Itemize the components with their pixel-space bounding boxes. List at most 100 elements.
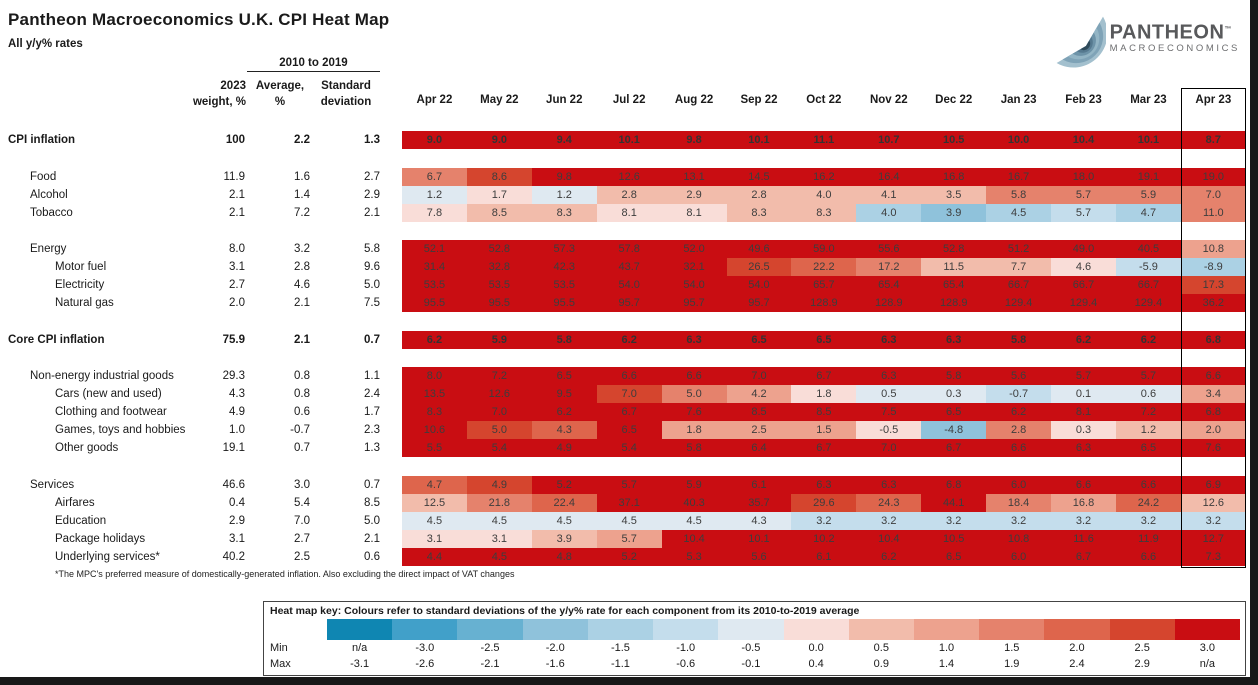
heat-cell: 6.7	[921, 439, 987, 457]
row-average: 0.6	[294, 406, 310, 418]
row-weight: 11.9	[223, 170, 245, 183]
table-row: Energy 8.0 3.2 5.8 52.1 52.8 57.3 57.8 52.0 49.6 5…	[8, 240, 1248, 258]
key-min-value: -2.0	[545, 642, 565, 654]
row-stdev: 7.5	[364, 297, 380, 309]
key-max-value: -0.1	[741, 658, 761, 670]
heat-cell: 6.5	[1115, 439, 1181, 457]
heat-cell: 2.8	[986, 421, 1052, 439]
heat-cell: 12.6	[1180, 493, 1246, 512]
heat-cell: 9.0	[466, 131, 532, 149]
row-stdev: 2.1	[364, 532, 380, 545]
heat-cell: 10.8	[986, 529, 1052, 548]
heat-cell: 5.5	[402, 439, 467, 457]
heat-cell: 0.6	[1115, 385, 1181, 403]
heat-cell: 16.2	[791, 167, 857, 186]
row-weight: 4.9	[229, 406, 245, 418]
heat-cell: 11.5	[921, 258, 987, 276]
heat-cell: 40.5	[1115, 240, 1181, 258]
month-header: Dec 22	[935, 94, 973, 106]
key-swatch	[522, 619, 588, 640]
row-average: 1.4	[294, 188, 310, 201]
row-stdev: 8.5	[364, 496, 380, 509]
table-row: Clothing and footwear 4.9 0.6 1.7 8.3 7.0 6.2 6…	[8, 403, 1248, 421]
page-title: Pantheon Macroeconomics U.K. CPI Heat Ma…	[8, 10, 390, 29]
key-swatch	[327, 619, 393, 640]
heat-cell: 7.7	[986, 258, 1052, 276]
heat-cell: 6.2	[596, 330, 662, 349]
heat-cell: 1.2	[1115, 421, 1181, 439]
heat-cell: 54.0	[726, 276, 792, 294]
heat-cell: 10.4	[1051, 131, 1116, 149]
heat-cell: 4.2	[726, 385, 792, 403]
heat-cell: 6.2	[1115, 330, 1181, 349]
heat-cell: 10.1	[726, 131, 792, 149]
table-row: Airfares 0.4 5.4 8.5 12.5 21.8 22.4 37.1 40.3 35.…	[8, 493, 1248, 512]
key-max-value: 1.4	[938, 658, 955, 670]
row-label: Education	[55, 514, 107, 527]
heat-cell: 16.4	[856, 167, 922, 186]
heat-cell: 6.1	[726, 475, 792, 494]
heat-cell: 8.0	[402, 367, 467, 385]
table-row: Non-energy industrial goods 29.3 0.8 1.1 8.0…	[8, 367, 1248, 385]
heat-cell: 11.1	[791, 131, 857, 149]
heat-cell: 65.7	[791, 276, 857, 294]
row-stdev: 2.7	[364, 170, 380, 183]
row-average: 7.0	[294, 514, 310, 527]
heat-cell: 128.9	[856, 294, 922, 312]
logo-sub: MACROECONOMICS	[1109, 42, 1240, 54]
heat-cell: 9.5	[531, 385, 597, 403]
key-swatch	[1174, 619, 1240, 640]
heat-cell: 10.5	[921, 529, 987, 548]
row-stdev: 0.7	[364, 478, 380, 491]
heat-cell: 3.9	[921, 203, 987, 222]
heat-cell: 6.8	[1180, 330, 1246, 349]
row-average: 2.1	[294, 333, 310, 346]
month-header: Jan 23	[1000, 94, 1037, 106]
heat-cell: 5.6	[986, 367, 1052, 385]
row-weight: 40.2	[222, 550, 245, 563]
heat-cell: 3.9	[531, 529, 597, 548]
heat-cell: -4.8	[921, 421, 987, 439]
key-min-label: Min	[270, 642, 288, 654]
heat-cell: 6.5	[726, 330, 792, 349]
heat-cell: 1.8	[661, 421, 727, 439]
month-header: May 22	[480, 94, 519, 106]
heat-cell: 10.0	[986, 131, 1052, 149]
row-weight: 0.4	[229, 496, 245, 509]
heat-cell: 4.0	[791, 185, 857, 204]
heat-cell: 10.5	[921, 131, 987, 149]
heat-cell: 0.3	[1051, 421, 1116, 439]
heat-cell: 7.2	[466, 367, 532, 385]
heat-cell: 6.1	[791, 547, 857, 566]
heat-cell: 7.6	[1180, 439, 1246, 457]
row-stdev: 2.9	[364, 188, 380, 201]
heat-cell: 10.1	[726, 529, 792, 548]
row-stdev: 5.0	[364, 514, 380, 527]
heat-cell: 6.3	[856, 330, 922, 349]
table-row: Package holidays 3.1 2.7 2.1 3.1 3.1 3.9 5.7 10.…	[8, 529, 1248, 548]
row-label: Underlying services*	[55, 550, 160, 563]
row-stdev: 5.0	[364, 279, 380, 291]
heat-cell: 52.8	[921, 240, 987, 258]
heat-cell: 95.5	[466, 294, 532, 312]
heat-cell: 6.0	[986, 475, 1052, 494]
heat-cell: 10.1	[1115, 131, 1181, 149]
heat-cell: 3.1	[402, 529, 467, 548]
heat-cell: 54.0	[661, 276, 727, 294]
row-stdev: 9.6	[364, 261, 380, 273]
heat-cell: 32.8	[466, 258, 532, 276]
row-label: CPI inflation	[8, 134, 76, 146]
row-stdev: 2.4	[364, 388, 380, 400]
heat-cell: 3.2	[856, 511, 922, 530]
heat-cell: 6.5	[596, 421, 662, 439]
heat-cell: 12.6	[596, 167, 662, 186]
heat-cell: 44.1	[921, 493, 987, 512]
key-min-value: 0.5	[873, 642, 889, 654]
heat-cell: 5.2	[531, 475, 597, 494]
heat-cell: 7.0	[1180, 185, 1246, 204]
heat-cell: 129.4	[1115, 294, 1181, 312]
heat-cell: 4.7	[402, 475, 467, 494]
key-min-value: -1.0	[676, 642, 696, 654]
heat-cell: 6.7	[791, 367, 857, 385]
heat-cell: 24.2	[1115, 493, 1181, 512]
